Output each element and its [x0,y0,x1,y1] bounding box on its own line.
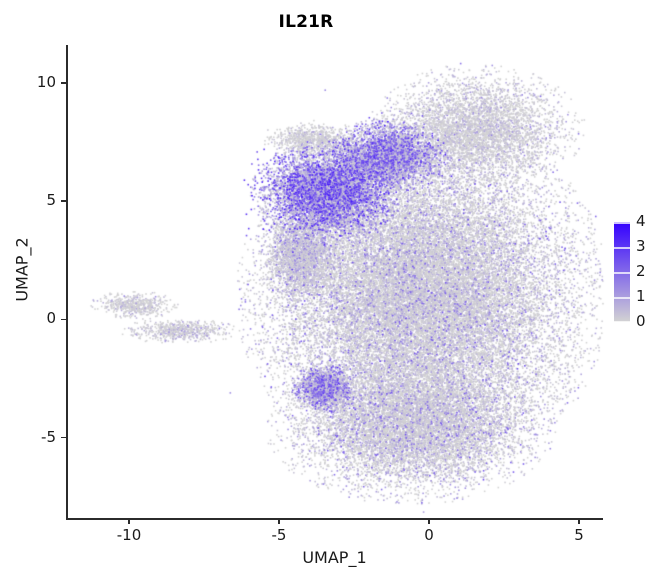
y-tick-mark [61,318,66,321]
colorbar-label: 1 [636,287,646,305]
x-tick-label: -5 [271,526,287,544]
y-tick-mark [61,436,66,439]
x-tick-mark [128,519,130,524]
colorbar-label: 3 [636,237,646,255]
x-tick-mark [278,519,280,524]
x-tick-label: 0 [424,526,434,544]
colorbar-label: 2 [636,262,646,280]
x-tick-label: -10 [116,526,142,544]
y-tick-label: 10 [36,72,56,91]
y-tick-mark [61,82,66,84]
colorbar-tick-mark [614,272,630,274]
colorbar-label: 0 [636,312,646,330]
y-tick-label: 0 [46,309,56,328]
colorbar-tick-mark [614,320,630,322]
colorbar-label: 4 [636,212,646,230]
colorbar-tick-mark [614,247,630,249]
colorbar-tick-mark [614,222,630,224]
colorbar-tick-mark [614,297,630,299]
y-tick-label: 5 [46,191,56,210]
y-tick-label: -5 [41,427,56,446]
y-tick-mark [61,200,66,202]
y-axis-line [66,45,68,519]
x-axis-title: UMAP_1 [302,548,367,567]
x-tick-label: 5 [574,526,584,544]
y-axis-title: UMAP_2 [12,237,32,302]
x-axis-line [66,518,603,520]
x-tick-mark [428,519,430,524]
x-tick-mark [578,519,580,524]
colorbar-legend: 4 3 2 1 0 [612,214,668,330]
